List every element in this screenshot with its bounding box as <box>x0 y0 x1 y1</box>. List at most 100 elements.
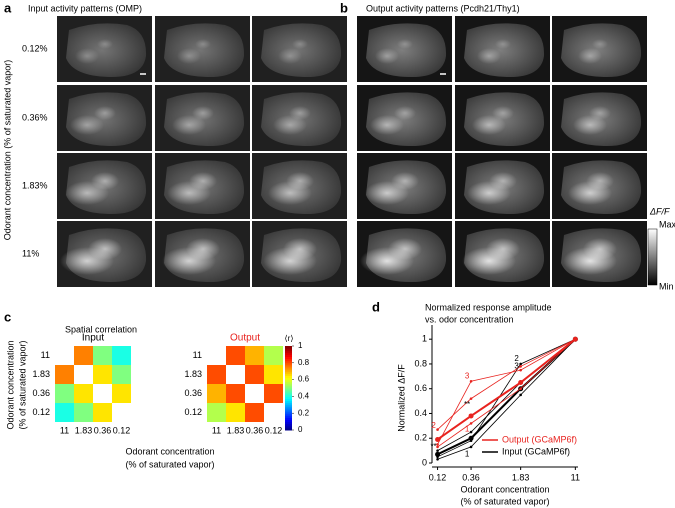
colorbar-segment <box>285 417 292 420</box>
data-point <box>469 422 473 425</box>
colorbar-segment <box>285 398 292 402</box>
activity-spot <box>195 39 211 49</box>
activity-spot <box>397 39 413 49</box>
colorbar-segment <box>285 400 292 404</box>
colorbar-segment <box>285 354 292 357</box>
data-point <box>435 436 441 442</box>
data-point <box>519 387 522 391</box>
heatmap-cell <box>226 346 245 365</box>
intensity-bar <box>647 228 658 286</box>
colorbar-segment <box>285 369 292 372</box>
activity-spot <box>375 48 399 64</box>
heatmap-cell <box>207 403 226 422</box>
colorbar-segment <box>285 392 292 395</box>
heatmap-cell <box>55 365 74 384</box>
heatmap-title: Output <box>230 333 260 344</box>
colorbar-segment <box>285 411 292 414</box>
panel-title: Input activity patterns (OMP) <box>28 3 142 13</box>
heatmap-cell <box>55 346 74 365</box>
heatmap-cell <box>112 346 131 365</box>
heatmap-cell <box>226 365 245 384</box>
image-tile <box>455 221 550 287</box>
activity-spot <box>177 48 201 64</box>
y-tick-label: 0.8 <box>414 358 427 368</box>
data-point <box>469 379 473 383</box>
colorbar-segment <box>285 373 292 376</box>
heatmap-cell <box>112 365 131 384</box>
activity-spot <box>292 39 308 49</box>
image-tile <box>57 16 152 82</box>
y-tick-label: 1.83 <box>32 369 50 379</box>
x-tick-label: 1.83 <box>75 425 93 435</box>
image-tile <box>57 85 152 151</box>
intensity-max: Max <box>659 219 675 229</box>
data-point <box>435 451 441 457</box>
heatmap-cell <box>55 384 74 403</box>
heatmap-cell <box>93 365 112 384</box>
orientation-label: ant <box>24 25 36 34</box>
activity-spot <box>589 106 611 120</box>
colorbar-segment <box>285 364 292 368</box>
intensity-label: ΔF/F <box>649 206 670 216</box>
data-line <box>437 338 576 460</box>
activity-spot <box>88 238 122 260</box>
data-point <box>519 365 522 368</box>
heatmap-cell <box>93 384 112 403</box>
image-tile <box>552 153 647 219</box>
x-tick-label: 11 <box>212 425 221 435</box>
activity-spot <box>495 39 511 49</box>
data-line <box>436 338 576 441</box>
annotation: ** <box>464 400 470 409</box>
data-point <box>436 457 439 461</box>
colorbar-tick-label: 0.6 <box>298 375 310 384</box>
data-point <box>436 455 439 459</box>
heatmap-cell <box>226 403 245 422</box>
y-tick-label: 0.12 <box>184 407 202 417</box>
image-tile <box>552 16 647 82</box>
chart-title: vs. odor concentration <box>425 314 514 324</box>
colorbar-segment <box>285 396 292 399</box>
data-line <box>437 338 576 448</box>
x-tick-label: 1.83 <box>227 425 245 435</box>
activity-spot <box>492 106 514 120</box>
x-tick-label: 0.36 <box>94 425 112 435</box>
heatmap-cell <box>264 384 283 403</box>
annotation: 1 <box>465 425 470 434</box>
colorbar-segment <box>285 371 292 374</box>
data-point <box>469 439 473 443</box>
heatmap-cell <box>207 365 226 384</box>
colorbar-segment <box>285 379 292 383</box>
colorbar-segment <box>285 413 292 416</box>
data-point <box>469 430 473 434</box>
colorbar-segment <box>285 358 292 362</box>
heatmap-cell <box>264 403 283 422</box>
image-tile <box>455 85 550 151</box>
bulb-image <box>464 23 545 78</box>
colorbar-segment <box>285 346 292 349</box>
colorbar-segment <box>285 388 292 391</box>
data-point <box>436 449 439 452</box>
row-label: 0.12% <box>22 43 48 53</box>
colorbar-segment <box>285 352 292 355</box>
image-tile <box>252 221 347 287</box>
colorbar-segment <box>285 360 292 364</box>
y-tick-label: 1.83 <box>184 369 202 379</box>
heatmap-cell <box>245 365 264 384</box>
data-line <box>437 338 576 445</box>
heatmap-cell <box>55 403 74 422</box>
annotation: 2 <box>514 354 519 363</box>
activity-spot <box>394 106 416 120</box>
y-axis-label: Odorant concentration <box>5 340 15 429</box>
x-tick-label: 0.36 <box>246 425 264 435</box>
heatmap-cell <box>245 384 264 403</box>
panel-letter: b <box>340 0 348 15</box>
colorbar-segment <box>285 404 292 408</box>
intensity-min: Min <box>659 281 674 291</box>
panel-letter: a <box>4 0 12 15</box>
heatmap-cell <box>74 403 93 422</box>
heatmap-cell <box>207 346 226 365</box>
annotation: 3 <box>465 371 470 380</box>
x-axis-label: Odorant concentration <box>125 446 214 456</box>
x-tick-label: 0.12 <box>113 425 131 435</box>
